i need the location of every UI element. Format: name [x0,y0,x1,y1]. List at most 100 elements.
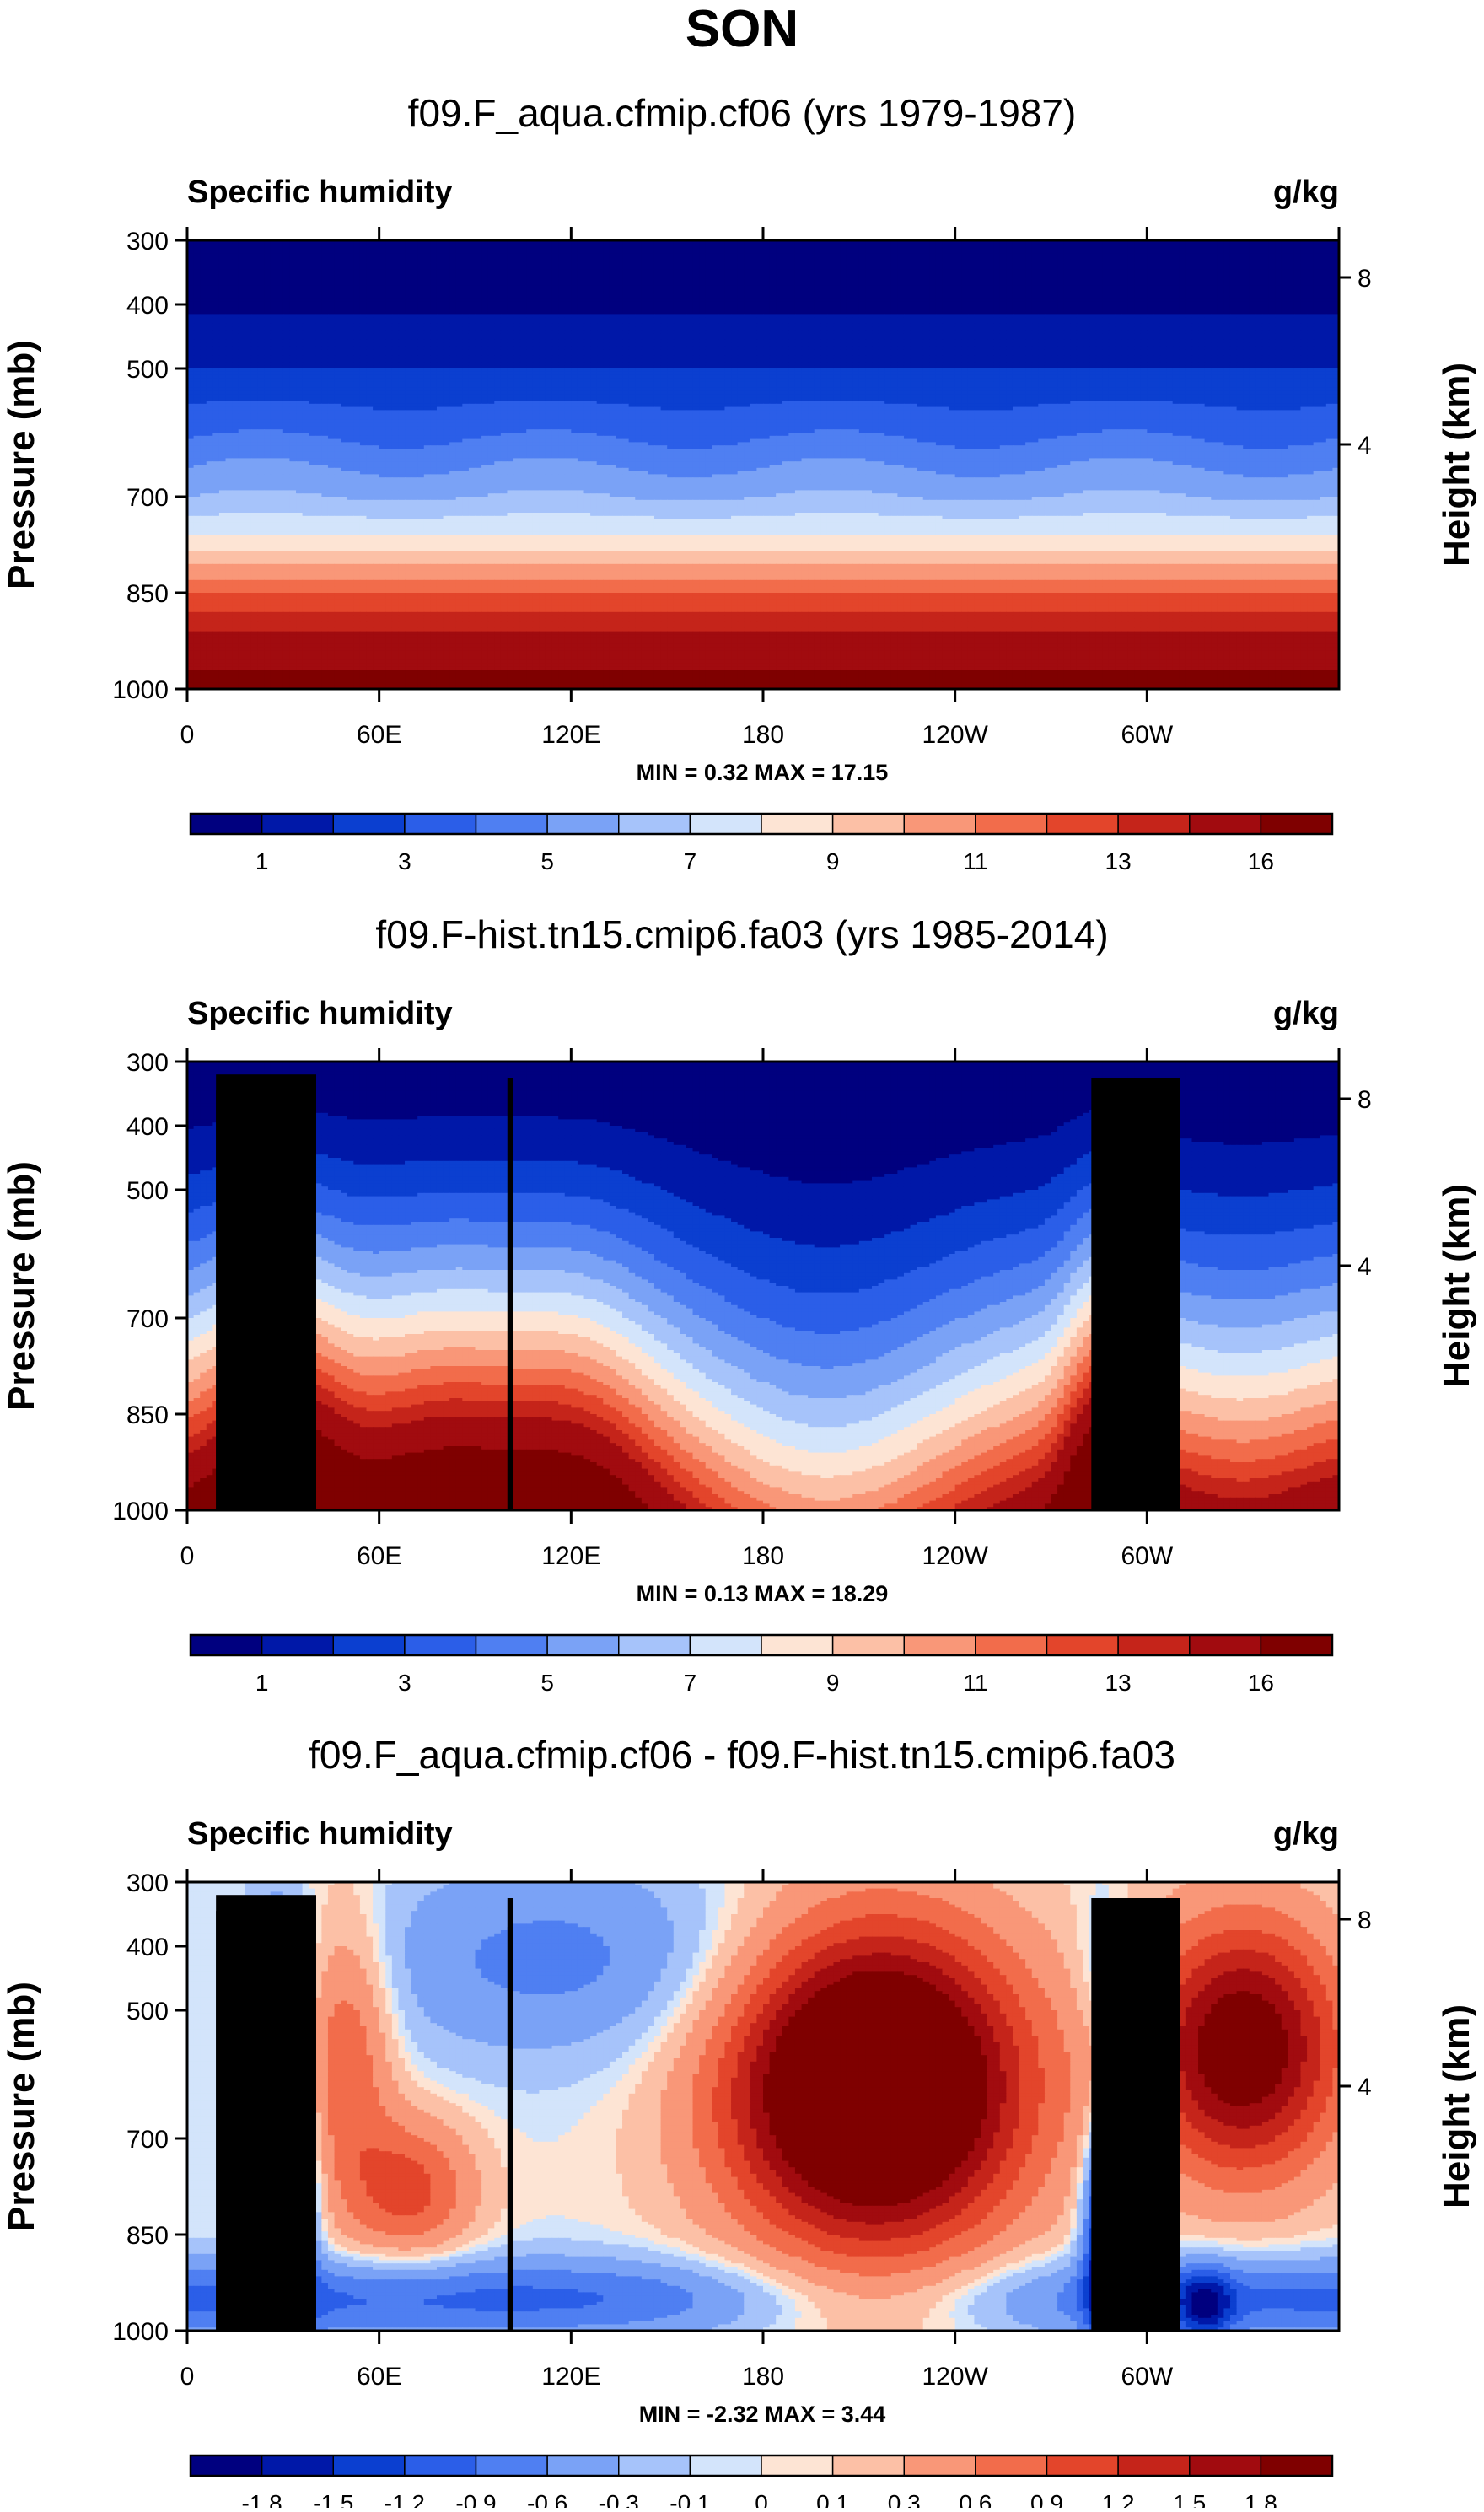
heatmap-cell [865,244,872,247]
heatmap-cell [507,250,513,253]
heatmap-cell [584,244,591,247]
heatmap-cell [309,244,315,247]
heatmap-cell [347,250,354,253]
heatmap-cell [366,244,373,247]
heatmap-cell [488,244,495,247]
heatmap-cell [744,247,750,250]
heatmap-cell [1282,247,1288,250]
heatmap-cell [488,250,495,253]
heatmap-cell [1198,247,1205,250]
heatmap-cell [872,244,879,247]
heatmap-cell [1134,244,1141,247]
heatmap-cell [1057,247,1064,250]
heatmap-cell [257,244,264,247]
heatmap-cell [385,247,392,250]
heatmap-cell [1300,247,1307,250]
units-label: g/kg [1273,175,1339,210]
heatmap-cell [693,244,700,247]
heatmap-cell [526,244,533,247]
heatmap-cell [578,247,584,250]
heatmap-cell [398,244,405,247]
heatmap-cell [859,244,866,247]
heatmap-cell [335,247,341,250]
heatmap-cell [763,247,770,250]
heatmap-cell [462,250,469,253]
heatmap-cell [341,247,347,250]
heatmap-cell [200,247,207,250]
heatmap-cell [1243,247,1250,250]
heatmap-cell [430,247,437,250]
heatmap-cell [212,244,219,247]
heatmap-cell [520,250,527,253]
heatmap-cell [872,247,879,250]
heatmap-cell [449,250,456,253]
heatmap-cell [1064,244,1071,247]
heatmap-cell [642,247,648,250]
heatmap-cell [1166,247,1173,250]
heatmap-cell [1064,247,1071,250]
heatmap-cell [296,247,303,250]
heatmap-cell [251,250,258,253]
heatmap-cell [987,244,994,247]
heatmap-cell [245,250,251,253]
heatmap-cell [571,247,578,250]
heatmap-cell [1032,247,1039,250]
heatmap-cell [251,244,258,247]
heatmap-cell [897,244,904,247]
heatmap-cell [239,247,245,250]
heatmap-cell [481,250,488,253]
heatmap-cell [513,244,520,247]
heatmap-cell [788,244,795,247]
heatmap-cell [1307,244,1314,247]
heatmap-cell [476,250,482,253]
heatmap-cell [289,250,296,253]
heatmap-cell [341,250,347,253]
heatmap-cell [1186,244,1192,247]
heatmap-cell [968,244,975,247]
heatmap-cell [763,244,770,247]
heatmap-cell [1205,247,1212,250]
heatmap-cell [194,247,201,250]
heatmap-cell [802,247,809,250]
heatmap-cell [558,244,565,247]
heatmap-cell [750,244,757,247]
heatmap-cell [501,244,508,247]
heatmap-cell [616,247,622,250]
heatmap-cell [942,244,949,247]
heatmap-cell [379,247,386,250]
heatmap-cell [219,250,226,253]
heatmap-cell [366,247,373,250]
heatmap-cell [1243,244,1250,247]
heatmap-cell [1288,247,1294,250]
heatmap-cell [558,247,565,250]
heatmap-cell [738,244,745,247]
heatmap-cell [200,244,207,247]
heatmap-cell [852,244,859,247]
heatmap-cell [277,250,283,253]
heatmap-cell [968,247,975,250]
heatmap-cell [578,250,584,253]
heatmap-cell [955,244,962,247]
heatmap-cell [462,247,469,250]
heatmap-cell [884,247,891,250]
heatmap-cell [661,247,668,250]
heatmap-cell [917,244,923,247]
heatmap-cell [911,244,917,247]
heatmap-cell [257,247,264,250]
heatmap-cell [815,247,821,250]
heatmap-cell [674,244,680,247]
heatmap-cell [1070,247,1077,250]
heatmap-cell [501,247,508,250]
heatmap-cell [552,250,559,253]
heatmap-cell [1230,244,1237,247]
heatmap-cell [392,250,399,253]
heatmap-cell [398,247,405,250]
heatmap-cell [718,244,725,247]
heatmap-cell [897,247,904,250]
heatmap-cell [1269,247,1276,250]
heatmap-cell [271,247,277,250]
heatmap-cell [917,247,923,250]
heatmap-cell [296,250,303,253]
heatmap-cell [840,247,847,250]
heatmap-cell [212,250,219,253]
